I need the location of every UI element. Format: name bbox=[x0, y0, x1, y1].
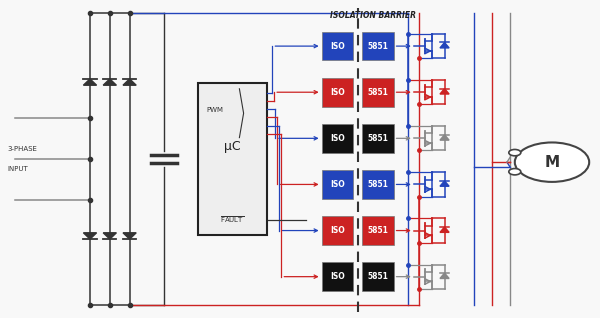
Text: INPUT: INPUT bbox=[7, 166, 28, 171]
Text: ISO: ISO bbox=[330, 226, 344, 235]
Bar bbox=[198, 83, 267, 235]
Polygon shape bbox=[440, 43, 449, 48]
Text: 5851: 5851 bbox=[368, 180, 388, 189]
Bar bbox=[362, 124, 394, 153]
Text: ISO: ISO bbox=[330, 42, 344, 51]
Text: $\overline{\mathrm{FAULT}}$: $\overline{\mathrm{FAULT}}$ bbox=[220, 215, 245, 225]
Text: 3-PHASE: 3-PHASE bbox=[7, 147, 37, 152]
Text: ISO: ISO bbox=[330, 272, 344, 281]
Polygon shape bbox=[103, 79, 116, 85]
Text: 5851: 5851 bbox=[368, 272, 388, 281]
Bar bbox=[322, 32, 353, 60]
Circle shape bbox=[515, 142, 589, 182]
Bar bbox=[362, 262, 394, 291]
Text: ISO: ISO bbox=[330, 180, 344, 189]
Bar bbox=[322, 78, 353, 107]
Polygon shape bbox=[440, 227, 449, 232]
Polygon shape bbox=[83, 79, 97, 85]
Text: ISO: ISO bbox=[330, 134, 344, 143]
Bar bbox=[322, 124, 353, 153]
Polygon shape bbox=[440, 135, 449, 140]
Text: 5851: 5851 bbox=[368, 42, 388, 51]
Text: ISOLATION BARRIER: ISOLATION BARRIER bbox=[329, 11, 416, 20]
Bar bbox=[322, 262, 353, 291]
Text: 5851: 5851 bbox=[368, 88, 388, 97]
Text: ISO: ISO bbox=[330, 88, 344, 97]
Bar bbox=[362, 170, 394, 199]
Polygon shape bbox=[440, 89, 449, 94]
Polygon shape bbox=[440, 181, 449, 186]
Polygon shape bbox=[123, 233, 136, 239]
Bar bbox=[322, 170, 353, 199]
Polygon shape bbox=[83, 233, 97, 239]
Bar bbox=[362, 216, 394, 245]
Polygon shape bbox=[103, 233, 116, 239]
Bar bbox=[322, 216, 353, 245]
Text: PWM: PWM bbox=[207, 107, 224, 113]
Text: 5851: 5851 bbox=[368, 226, 388, 235]
Circle shape bbox=[509, 169, 521, 175]
Polygon shape bbox=[123, 79, 136, 85]
Bar bbox=[362, 32, 394, 60]
Text: 5851: 5851 bbox=[368, 134, 388, 143]
Bar bbox=[362, 78, 394, 107]
Circle shape bbox=[509, 149, 521, 156]
Text: μC: μC bbox=[224, 140, 241, 153]
Text: M: M bbox=[544, 155, 560, 170]
Polygon shape bbox=[440, 273, 449, 279]
